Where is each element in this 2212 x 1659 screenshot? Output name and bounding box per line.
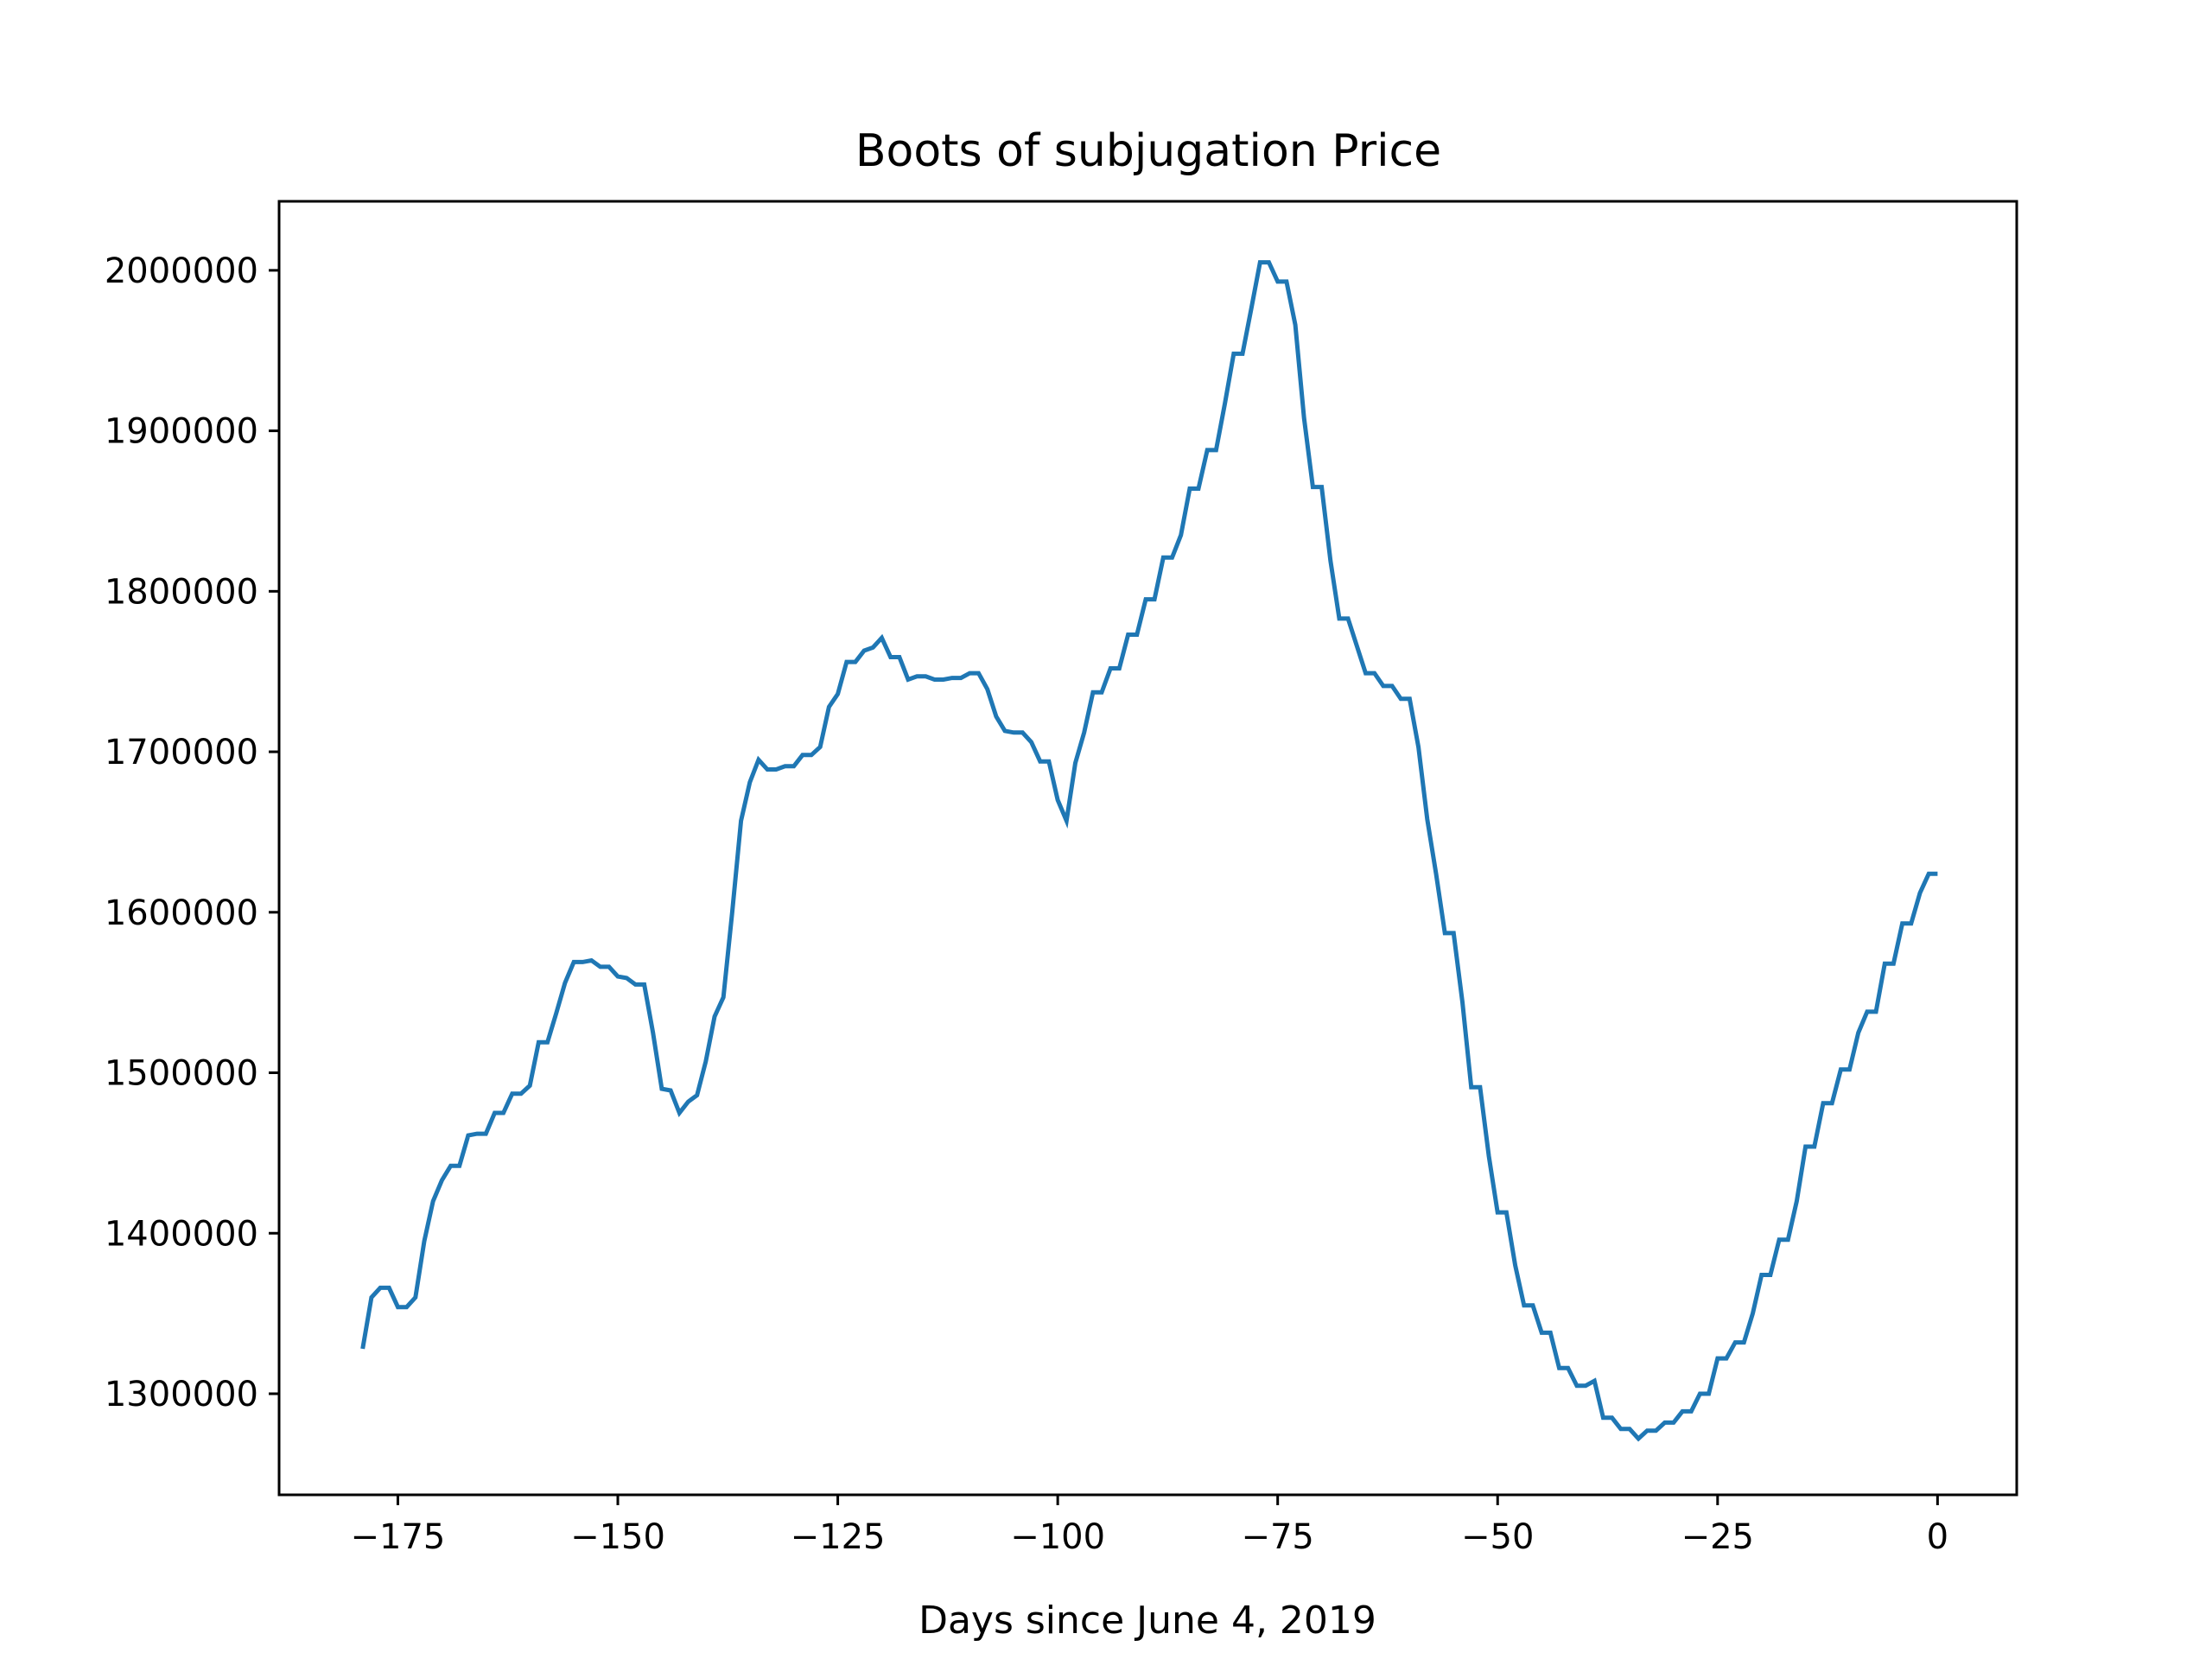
y-axis-ticks: 1300000 1400000 1500000 1600000 1700000 18000… [105,251,279,1414]
x-tick-label: −75 [1241,1517,1313,1557]
x-tick-label: −150 [570,1517,665,1557]
y-tick-label: 1400000 [105,1214,258,1254]
plot-area-frame [277,200,2018,1497]
x-tick-label: 0 [1927,1517,1948,1557]
chart-title: Boots of subjugation Price [855,125,1441,177]
x-axis-ticks: −175 −150 −125 −100 −75 −50 −25 0 [351,1495,1948,1557]
x-tick-label: −100 [1010,1517,1105,1557]
y-tick-label: 1300000 [105,1375,258,1414]
x-tick-label: −25 [1681,1517,1754,1557]
y-tick-label: 2000000 [105,251,258,291]
y-tick-label: 1900000 [105,412,258,452]
series-line-0 [360,260,1938,1442]
y-tick-label: 1600000 [105,893,258,933]
x-tick-label: −125 [791,1517,886,1557]
series-layer [360,260,1938,1442]
x-tick-label: −175 [351,1517,446,1557]
y-tick-label: 1700000 [105,733,258,772]
x-tick-label: −50 [1461,1517,1534,1557]
y-tick-label: 1500000 [105,1054,258,1094]
y-tick-label: 1800000 [105,572,258,612]
x-axis-label: Days since June 4, 2019 [918,1599,1376,1643]
